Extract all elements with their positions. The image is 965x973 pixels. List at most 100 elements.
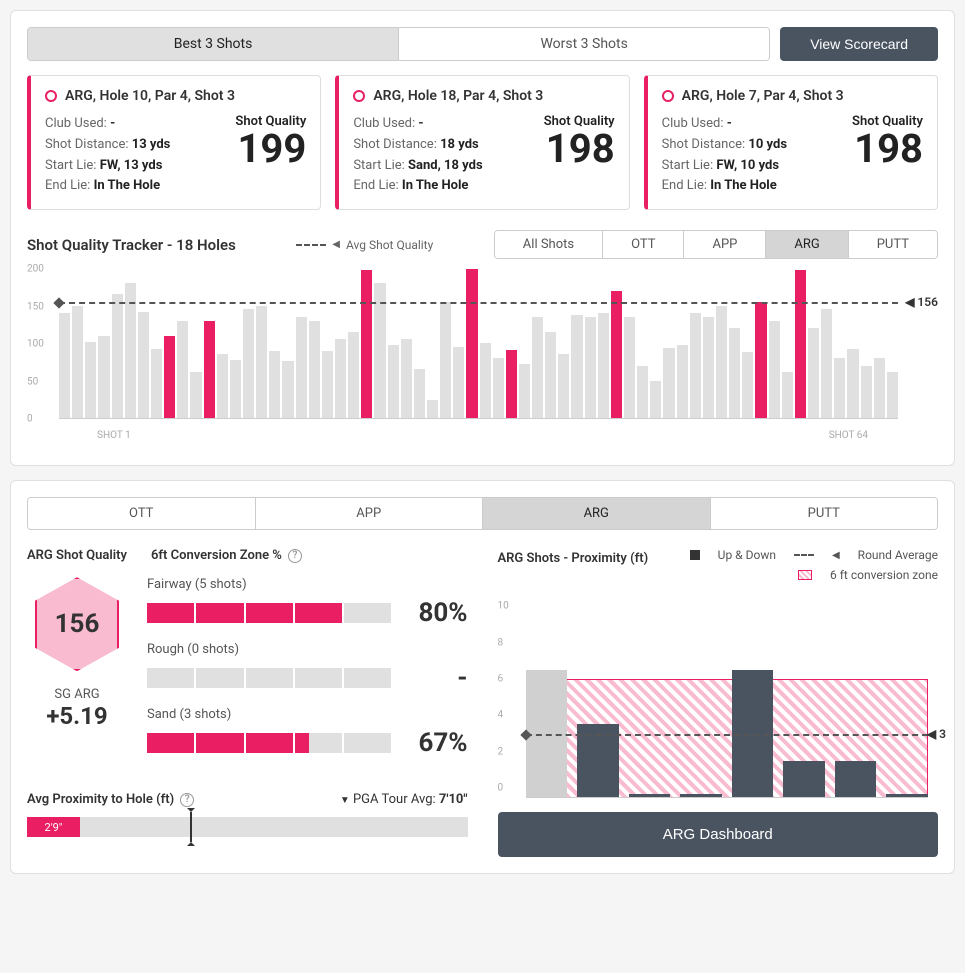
tracker-bar [532,317,543,418]
tracker-bar [716,306,727,419]
tracker-bar [782,372,793,419]
category-tabs: OTTAPPARGPUTT [27,497,938,530]
sg-label: SG ARG [27,687,127,702]
shot-title: ARG, Hole 7, Par 4, Shot 3 [682,88,844,104]
tracker-bar [821,309,832,418]
tracker-bar [650,381,661,419]
shot-title: ARG, Hole 18, Par 4, Shot 3 [373,88,543,104]
tracker-bar [834,358,845,418]
tab-worst-shots[interactable]: Worst 3 Shots [398,28,769,60]
conv-item: Sand (3 shots) 67% [147,707,468,758]
conv-item: Rough (0 shots) - [147,642,468,693]
big-tab-app[interactable]: APP [255,498,483,529]
tracker-tab-all-shots[interactable]: All Shots [495,231,602,258]
tracker-bar [59,313,70,418]
shot-card[interactable]: ARG, Hole 10, Par 4, Shot 3 Club Used: -… [27,75,321,210]
proximity-fill: 2'9" [27,817,80,837]
prox-bar [783,761,825,797]
help-icon[interactable]: ? [288,549,302,563]
conv-title: 6ft Conversion Zone % ? [151,548,302,563]
prox-label: Avg Proximity to Hole (ft) [27,792,174,807]
tracker-title: Shot Quality Tracker - 18 Holes [27,236,236,254]
tracker-bar [703,317,714,418]
tracker-bar [309,321,320,419]
view-scorecard-button[interactable]: View Scorecard [780,27,938,61]
tracker-bar [414,369,425,418]
tracker-chart: 050100150200◀ 156SHOT 1SHOT 64 [27,269,938,449]
shots-toggle: Best 3 Shots Worst 3 Shots [27,27,770,61]
tracker-bar [545,332,556,418]
tracker-bar [887,372,898,419]
tracker-bar [388,345,399,419]
shot-title: ARG, Hole 10, Par 4, Shot 3 [65,88,235,104]
tracker-bar [690,313,701,418]
arg-sq-title: ARG Shot Quality [27,548,127,563]
prox-bar [835,761,877,797]
tracker-bar [558,354,569,418]
big-tab-putt[interactable]: PUTT [710,498,938,529]
tracker-bar [335,339,346,418]
tracker-bar [571,315,582,419]
tracker-bar [217,354,228,418]
tracker-tab-ott[interactable]: OTT [602,231,683,258]
tracker-bar [322,351,333,419]
shot-card[interactable]: ARG, Hole 7, Par 4, Shot 3 Club Used: - … [644,75,938,210]
tracker-header: Shot Quality Tracker - 18 Holes ◀ Avg Sh… [27,230,938,259]
tracker-bar [598,313,609,418]
tracker-bar [190,372,201,419]
tracker-bar [401,339,412,418]
tracker-bar [874,358,885,418]
tracker-bar [637,366,648,419]
tracker-bar [742,352,753,418]
tracker-bar [519,364,530,418]
hex-area: 156 SG ARG +5.19 Fairway (5 shots) 80% R… [27,577,468,772]
ring-icon [45,90,57,102]
prox-bar [680,794,722,798]
tracker-bar [677,345,688,419]
tracker-bar [729,328,740,418]
tracker-bar [98,336,109,419]
big-tab-ott[interactable]: OTT [28,498,255,529]
prox-chart-title: ARG Shots - Proximity (ft) [498,551,649,566]
proximity-chart: 0246810◀ 3 [498,588,939,798]
conversion-list: Fairway (5 shots) 80% Rough (0 shots) - … [147,577,468,772]
tracker-bar [769,321,780,419]
tracker-bar [348,332,359,418]
tracker-bar [453,347,464,418]
tab-best-shots[interactable]: Best 3 Shots [28,28,398,60]
tracker-bar [585,317,596,418]
shot-details: Club Used: - Shot Distance: 18 yds Start… [353,114,482,197]
legend-row2: 6 ft conversion zone [498,568,939,582]
arg-dashboard-button[interactable]: ARG Dashboard [498,812,939,857]
tracker-bar [164,336,175,419]
tracker-bar [138,312,149,419]
shot-details: Club Used: - Shot Distance: 13 yds Start… [45,114,170,197]
sq-value: 198 [852,129,923,169]
proximity-bar: 2'9" [27,817,468,837]
big-tab-arg[interactable]: ARG [482,498,710,529]
tracker-tab-app[interactable]: APP [683,231,765,258]
tracker-bar [243,309,254,418]
tracker-bar [151,349,162,418]
proximity-row: Avg Proximity to Hole (ft) ? ▼ PGA Tour … [27,792,468,807]
tracker-bar [795,270,806,419]
top-controls: Best 3 Shots Worst 3 Shots View Scorecar… [27,27,938,61]
help-icon[interactable]: ? [180,793,194,807]
sq-value: 199 [235,129,306,169]
sq-value: 198 [544,129,615,169]
tracker-bar [624,317,635,418]
tracker-tabs: All ShotsOTTAPPARGPUTT [494,230,938,259]
shot-card[interactable]: ARG, Hole 18, Par 4, Shot 3 Club Used: -… [335,75,629,210]
tracker-bar [72,306,83,419]
shot-cards: ARG, Hole 10, Par 4, Shot 3 Club Used: -… [27,75,938,210]
tracker-bar [427,400,438,418]
tracker-bar [269,351,280,419]
tracker-bar [361,270,372,419]
ring-icon [353,90,365,102]
tracker-tab-arg[interactable]: ARG [765,231,847,258]
tracker-bar [466,269,477,418]
tracker-bar [230,360,241,419]
tracker-tab-putt[interactable]: PUTT [848,231,937,258]
left-column: ARG Shot Quality 6ft Conversion Zone % ?… [27,548,468,857]
tracker-bar [85,342,96,419]
